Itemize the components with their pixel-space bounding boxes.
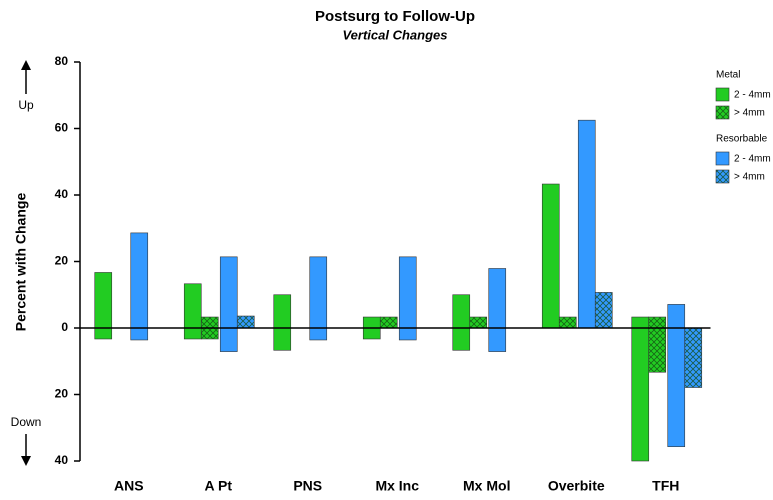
y-tick-label: 40 xyxy=(55,453,69,467)
bar xyxy=(541,183,560,329)
down-arrowhead xyxy=(21,456,31,466)
legend-group: Resorbable xyxy=(716,134,768,145)
up-label: Up xyxy=(18,98,34,112)
x-tick-label: ANS xyxy=(114,478,144,494)
legend-label: 2 - 4mm xyxy=(734,90,771,101)
y-tick-label: 0 xyxy=(61,320,68,334)
bar xyxy=(469,316,488,329)
bar xyxy=(684,327,703,388)
bar xyxy=(273,294,292,351)
bar xyxy=(558,316,577,329)
bar xyxy=(236,315,255,329)
y-tick-label: 20 xyxy=(55,387,69,401)
x-tick-label: Mx Inc xyxy=(375,478,419,494)
chart-title: Postsurg to Follow-Up xyxy=(315,8,475,25)
bar xyxy=(183,283,202,340)
bar xyxy=(94,272,113,340)
legend-swatch xyxy=(715,87,730,102)
up-arrowhead xyxy=(21,60,31,70)
bar xyxy=(219,256,238,352)
x-tick-label: A Pt xyxy=(205,478,233,494)
bar xyxy=(379,316,398,329)
legend-group: Metal xyxy=(716,70,740,81)
bar xyxy=(488,268,507,352)
bar xyxy=(594,292,613,329)
bar xyxy=(667,304,686,448)
y-tick-label: 40 xyxy=(55,187,69,201)
legend-label: > 4mm xyxy=(734,172,765,183)
bar xyxy=(631,316,650,462)
bar xyxy=(309,256,328,341)
x-tick-label: TFH xyxy=(652,478,679,494)
bar xyxy=(452,294,471,351)
bar xyxy=(577,119,596,329)
bar xyxy=(648,316,667,373)
bar xyxy=(398,256,417,341)
legend-swatch xyxy=(715,169,730,184)
x-tick-label: PNS xyxy=(293,478,322,494)
y-tick-label: 80 xyxy=(55,54,69,68)
y-tick-label: 60 xyxy=(55,121,69,135)
legend-swatch xyxy=(715,151,730,166)
bar xyxy=(130,232,149,341)
y-axis-label: Percent with Change xyxy=(13,193,29,332)
legend-label: 2 - 4mm xyxy=(734,154,771,165)
x-tick-label: Overbite xyxy=(548,478,605,494)
down-label: Down xyxy=(11,415,42,429)
chart-subtitle: Vertical Changes xyxy=(342,27,447,42)
x-tick-label: Mx Mol xyxy=(463,478,510,494)
legend-label: > 4mm xyxy=(734,108,765,119)
legend-swatch xyxy=(715,105,730,120)
y-tick-label: 20 xyxy=(55,254,69,268)
